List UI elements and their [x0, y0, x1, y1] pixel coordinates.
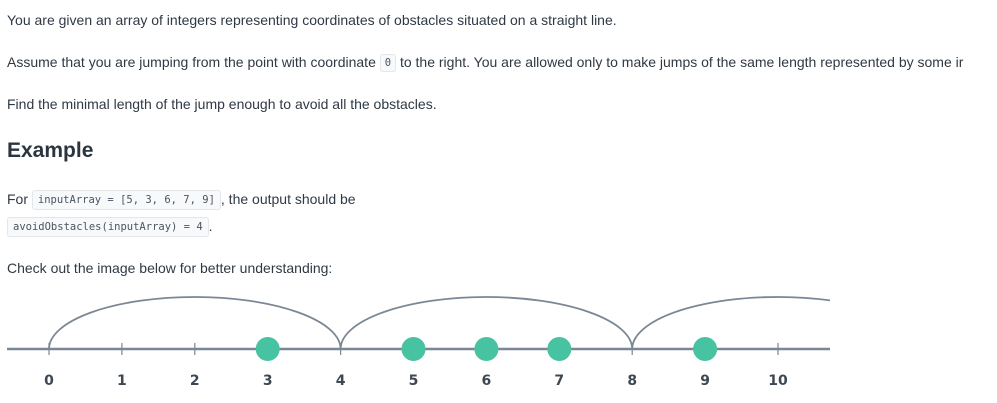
inline-code-input: inputArray = [5, 3, 6, 7, 9]	[31, 190, 221, 210]
tick-label: 2	[190, 373, 200, 389]
tick-label: 3	[263, 373, 273, 389]
tick-label: 7	[554, 373, 564, 389]
jump-arc	[631, 296, 831, 350]
assumption-text-start: Assume that you are jumping from the poi…	[7, 54, 380, 70]
assumption-text: Assume that you are jumping from the poi…	[7, 53, 963, 72]
example-input-line: For inputArray = [5, 3, 6, 7, 9], the ou…	[7, 190, 356, 210]
tick-label: 6	[482, 373, 492, 389]
obstacle-dot	[547, 337, 572, 361]
output-text: , the output should be	[220, 191, 356, 207]
obstacle-dot	[693, 337, 718, 361]
inline-code-zero: 0	[379, 54, 397, 72]
example-output-line: avoidObstacles(inputArray) = 4.	[7, 217, 213, 237]
tick-label: 4	[336, 373, 346, 389]
task-text: Find the minimal length of the jump enou…	[7, 96, 437, 112]
check-text: Check out the image below for better und…	[7, 260, 333, 276]
jump-arc	[48, 296, 342, 350]
assumption-text-end: to the right. You are allowed only to ma…	[396, 54, 964, 70]
inline-code-result: avoidObstacles(inputArray) = 4	[7, 217, 209, 237]
tick-label: 10	[768, 373, 788, 389]
for-label: For	[7, 191, 32, 207]
obstacle-dot	[255, 337, 280, 361]
tick-label: 9	[700, 373, 710, 389]
tick-label: 0	[44, 373, 54, 389]
period: .	[208, 218, 213, 234]
jump-arc	[339, 296, 634, 350]
example-heading: Example	[7, 139, 94, 162]
obstacle-dot	[401, 337, 426, 361]
obstacle-dot	[474, 337, 499, 361]
intro-text: You are given an array of integers repre…	[7, 12, 617, 28]
tick-label: 1	[117, 373, 127, 389]
tick-label: 8	[627, 373, 637, 389]
tick-label: 5	[409, 373, 419, 389]
